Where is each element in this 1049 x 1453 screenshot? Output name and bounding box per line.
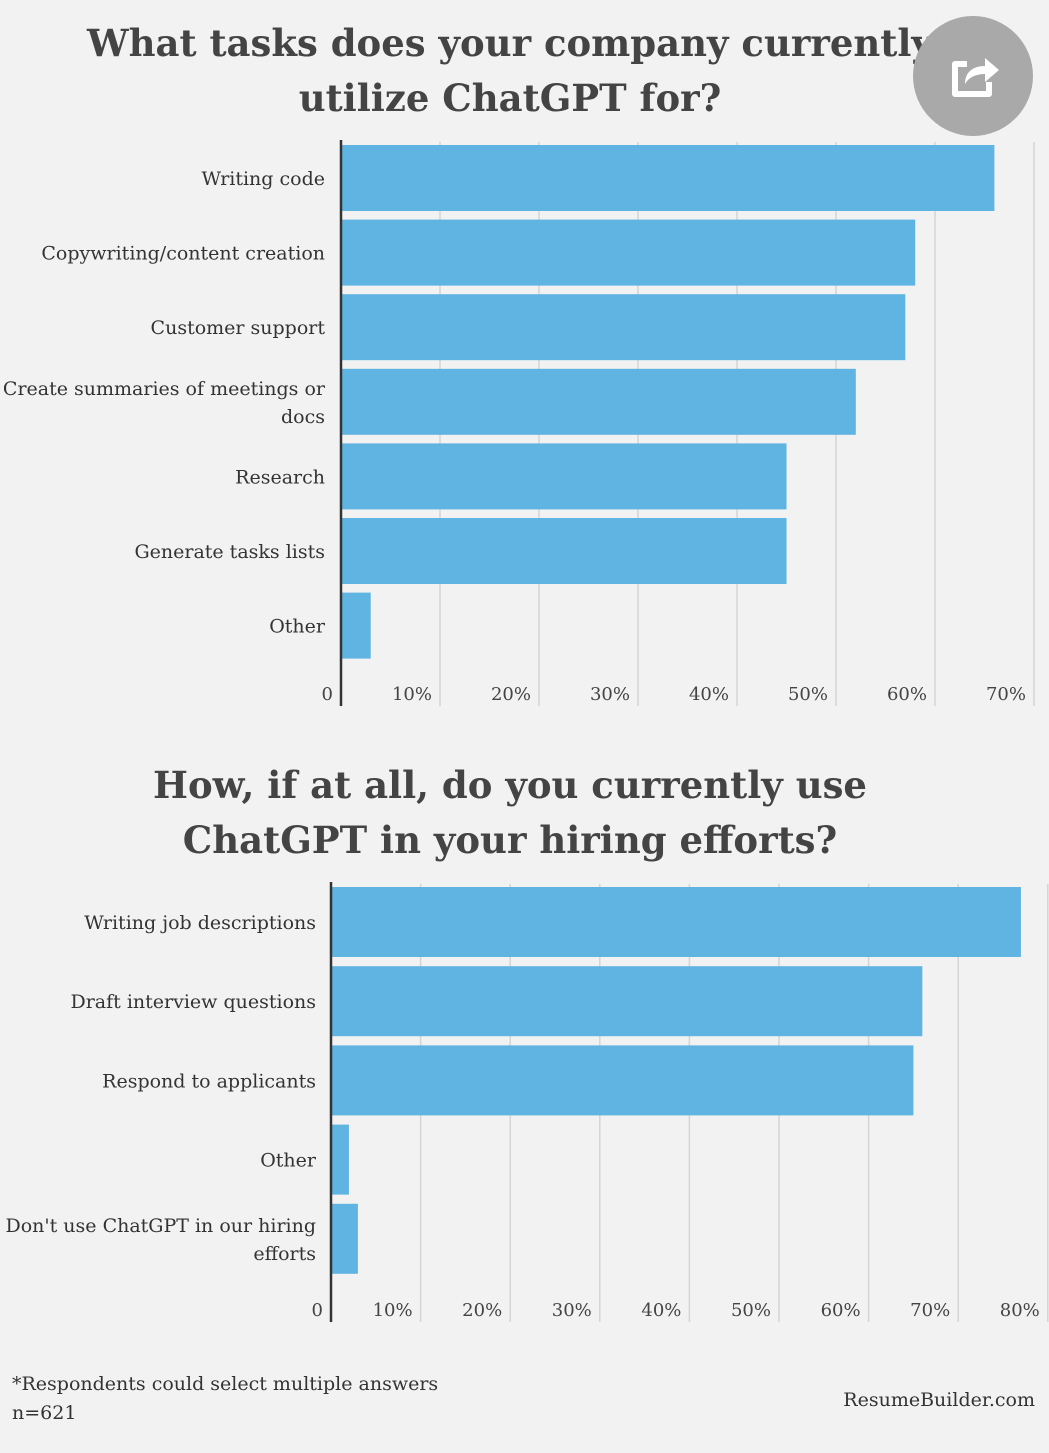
source-credit: ResumeBuilder.com bbox=[843, 1389, 1035, 1411]
tick-label: 40% bbox=[689, 684, 729, 705]
footnote-sample-size: n=621 bbox=[12, 1402, 77, 1424]
tick-label: 50% bbox=[731, 1300, 771, 1321]
category-label: Copywriting/content creation bbox=[41, 243, 325, 265]
category-label: Writing job descriptions bbox=[84, 912, 316, 934]
bar bbox=[341, 219, 916, 286]
bar bbox=[341, 518, 787, 584]
tick-label: 0 bbox=[312, 1300, 323, 1321]
category-label: Create summaries of meetings or bbox=[3, 378, 326, 400]
tick-label: 10% bbox=[392, 684, 432, 705]
tick-label: 80% bbox=[1000, 1300, 1040, 1321]
tick-label: 30% bbox=[552, 1300, 592, 1321]
bar bbox=[331, 1045, 914, 1116]
tick-label: 60% bbox=[821, 1300, 861, 1321]
category-label: Customer support bbox=[151, 317, 326, 339]
tick-label: 70% bbox=[910, 1300, 950, 1321]
tick-label: 30% bbox=[590, 684, 630, 705]
category-label: Research bbox=[235, 466, 325, 488]
bar bbox=[341, 592, 371, 659]
bar bbox=[341, 294, 906, 361]
tick-label: 40% bbox=[641, 1300, 681, 1321]
share-icon bbox=[952, 58, 999, 97]
bar bbox=[341, 368, 856, 435]
tick-label: 10% bbox=[373, 1300, 413, 1321]
tick-label: 60% bbox=[887, 684, 927, 705]
category-label: Other bbox=[269, 616, 326, 638]
bar bbox=[331, 1124, 349, 1195]
category-label: efforts bbox=[253, 1243, 316, 1265]
bar bbox=[341, 145, 995, 211]
category-label: docs bbox=[281, 406, 325, 428]
category-label: Generate tasks lists bbox=[134, 541, 325, 563]
tick-label: 20% bbox=[462, 1300, 502, 1321]
footnote-respondents: *Respondents could select multiple answe… bbox=[12, 1373, 439, 1395]
tick-label: 50% bbox=[788, 684, 828, 705]
category-label: Other bbox=[260, 1150, 317, 1172]
category-label: Draft interview questions bbox=[70, 991, 316, 1013]
bar bbox=[331, 1203, 358, 1274]
share-button[interactable] bbox=[913, 16, 1033, 136]
category-label: Writing code bbox=[202, 168, 325, 190]
bar bbox=[341, 443, 787, 510]
bar bbox=[331, 966, 923, 1037]
bar bbox=[331, 887, 1021, 957]
chart-2: Writing job descriptions Draft interview … bbox=[5, 882, 1049, 1322]
category-label: Respond to applicants bbox=[102, 1070, 316, 1092]
chart-1: Writing code Copywriting/content creation… bbox=[3, 140, 1035, 706]
category-label: Don't use ChatGPT in our hiring bbox=[5, 1215, 316, 1237]
tick-label: 70% bbox=[986, 684, 1026, 705]
chart-1-title: What tasks does your company currently u… bbox=[87, 21, 933, 120]
tick-label: 20% bbox=[491, 684, 531, 705]
chart-2-title: How, if at all, do you currently use Cha… bbox=[153, 763, 867, 862]
tick-label: 0 bbox=[322, 684, 333, 705]
